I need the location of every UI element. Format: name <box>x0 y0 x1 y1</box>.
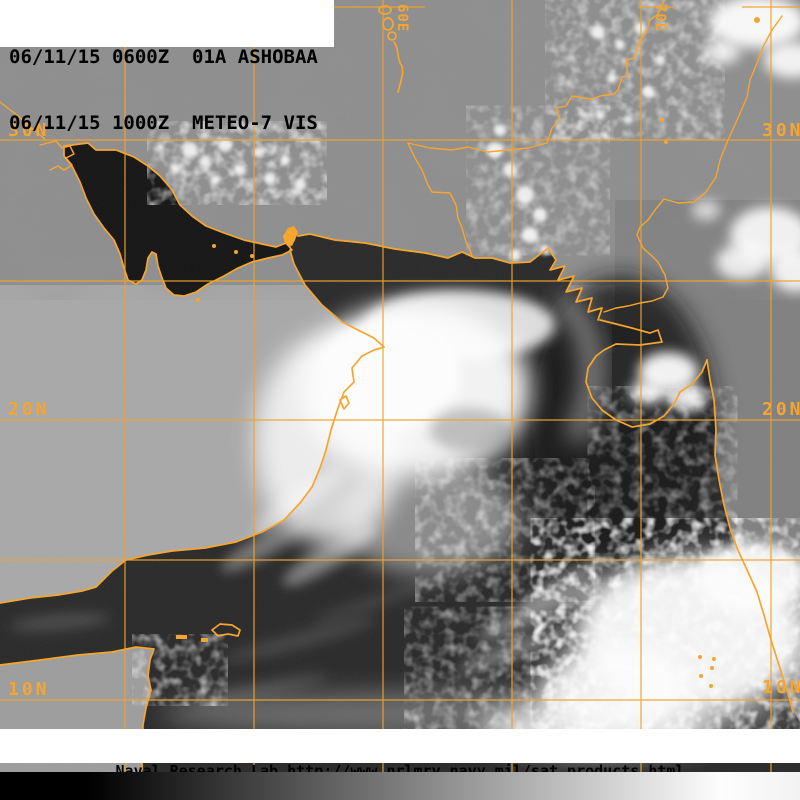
grid-labels: 30N 30N 20N 20N 10N 10N 60E 70E <box>8 4 800 700</box>
lat-label-30n-right: 30N <box>762 120 800 141</box>
saudi-iraq-border <box>0 101 47 141</box>
product-info-box: 06/11/15 0600Z 01A ASHOBAA 06/11/15 1000… <box>0 0 334 134</box>
latlon-grid <box>0 0 800 772</box>
lat-label-10n-right: 10N <box>762 677 800 698</box>
lakes-and-small-islands <box>196 5 760 688</box>
musandam-peninsula <box>283 226 298 246</box>
coastline-overlay <box>0 0 794 771</box>
iran-pakistan-border <box>407 142 473 257</box>
kutch-gulf-coastline <box>585 319 708 428</box>
india-pakistan-border <box>603 15 783 313</box>
lon-label-70e: 70E <box>652 4 668 32</box>
iran-pakistan-india-coastline <box>297 233 603 321</box>
grayscale-calibration-bar <box>0 772 800 800</box>
caption-band: Naval Research Lab http://www.nrlmry.nav… <box>0 729 800 779</box>
somalia-coastline <box>0 646 155 771</box>
lat-label-20n-right: 20N <box>762 399 800 420</box>
persian-gulf-coastline <box>63 142 293 297</box>
kuwait-coast <box>39 140 75 171</box>
product-info-line1: 06/11/15 0600Z 01A ASHOBAA <box>9 46 318 68</box>
lat-label-20n-left: 20N <box>8 399 50 420</box>
lat-label-30n-left: 30N <box>8 120 50 141</box>
lat-label-10n-left: 10N <box>8 679 50 700</box>
product-info-line2: 06/11/15 1000Z METEO-7 VIS <box>9 112 318 134</box>
islet-2 <box>201 638 208 642</box>
arabia-coastline <box>0 249 385 604</box>
socotra-island <box>211 623 241 637</box>
india-west-coastline <box>706 359 794 713</box>
masirah-island <box>339 395 350 410</box>
iran-afghanistan-border <box>407 142 548 153</box>
political-borders <box>0 0 783 313</box>
afghanistan-pakistan-border <box>546 0 665 144</box>
lon-label-60e: 60E <box>394 4 410 32</box>
islet-1 <box>176 635 187 639</box>
